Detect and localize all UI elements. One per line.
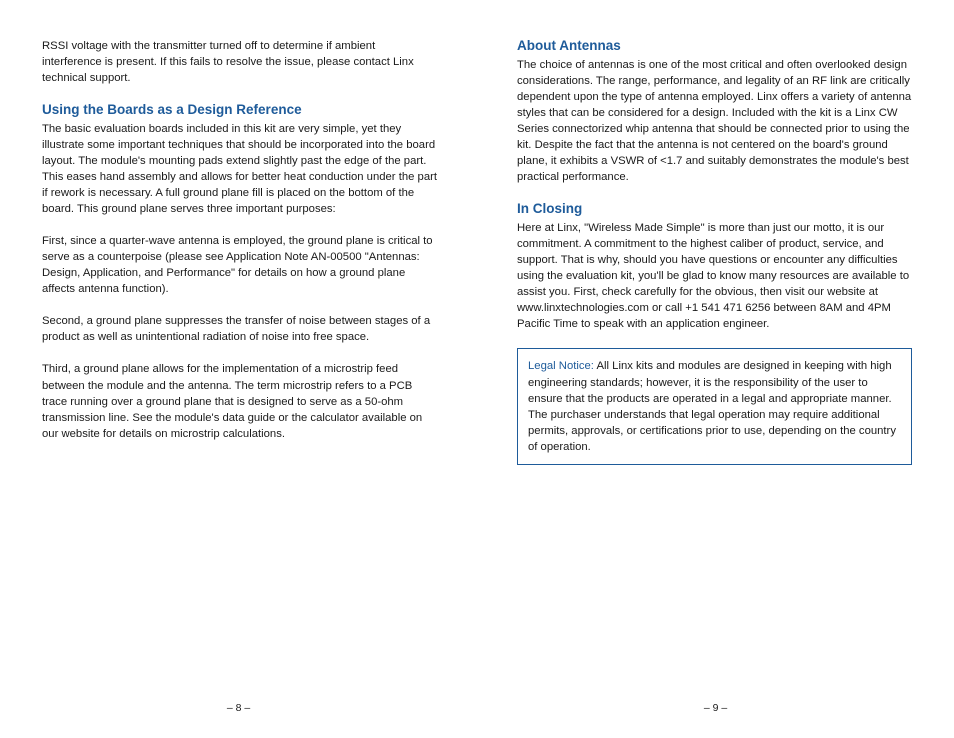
legal-notice-label: Legal Notice: — [528, 360, 596, 372]
legal-notice-text: Legal Notice: All Linx kits and modules … — [528, 358, 901, 454]
heading-in-closing: In Closing — [517, 201, 912, 216]
paragraph: The choice of antennas is one of the mos… — [517, 57, 912, 185]
intro-paragraph: RSSI voltage with the transmitter turned… — [42, 38, 437, 86]
paragraph: Here at Linx, "Wireless Made Simple" is … — [517, 220, 912, 332]
right-page: About Antennas The choice of antennas is… — [477, 0, 954, 738]
page-number-right: – 9 – — [477, 702, 954, 714]
heading-design-reference: Using the Boards as a Design Reference — [42, 102, 437, 117]
legal-notice-body: All Linx kits and modules are designed i… — [528, 360, 896, 452]
paragraph: First, since a quarter-wave antenna is e… — [42, 233, 437, 297]
page-number-left: – 8 – — [0, 702, 477, 714]
left-page: RSSI voltage with the transmitter turned… — [0, 0, 477, 738]
paragraph: Third, a ground plane allows for the imp… — [42, 361, 437, 441]
paragraph: Second, a ground plane suppresses the tr… — [42, 313, 437, 345]
paragraph: The basic evaluation boards included in … — [42, 121, 437, 217]
heading-about-antennas: About Antennas — [517, 38, 912, 53]
document-spread: RSSI voltage with the transmitter turned… — [0, 0, 954, 738]
legal-notice-box: Legal Notice: All Linx kits and modules … — [517, 348, 912, 464]
